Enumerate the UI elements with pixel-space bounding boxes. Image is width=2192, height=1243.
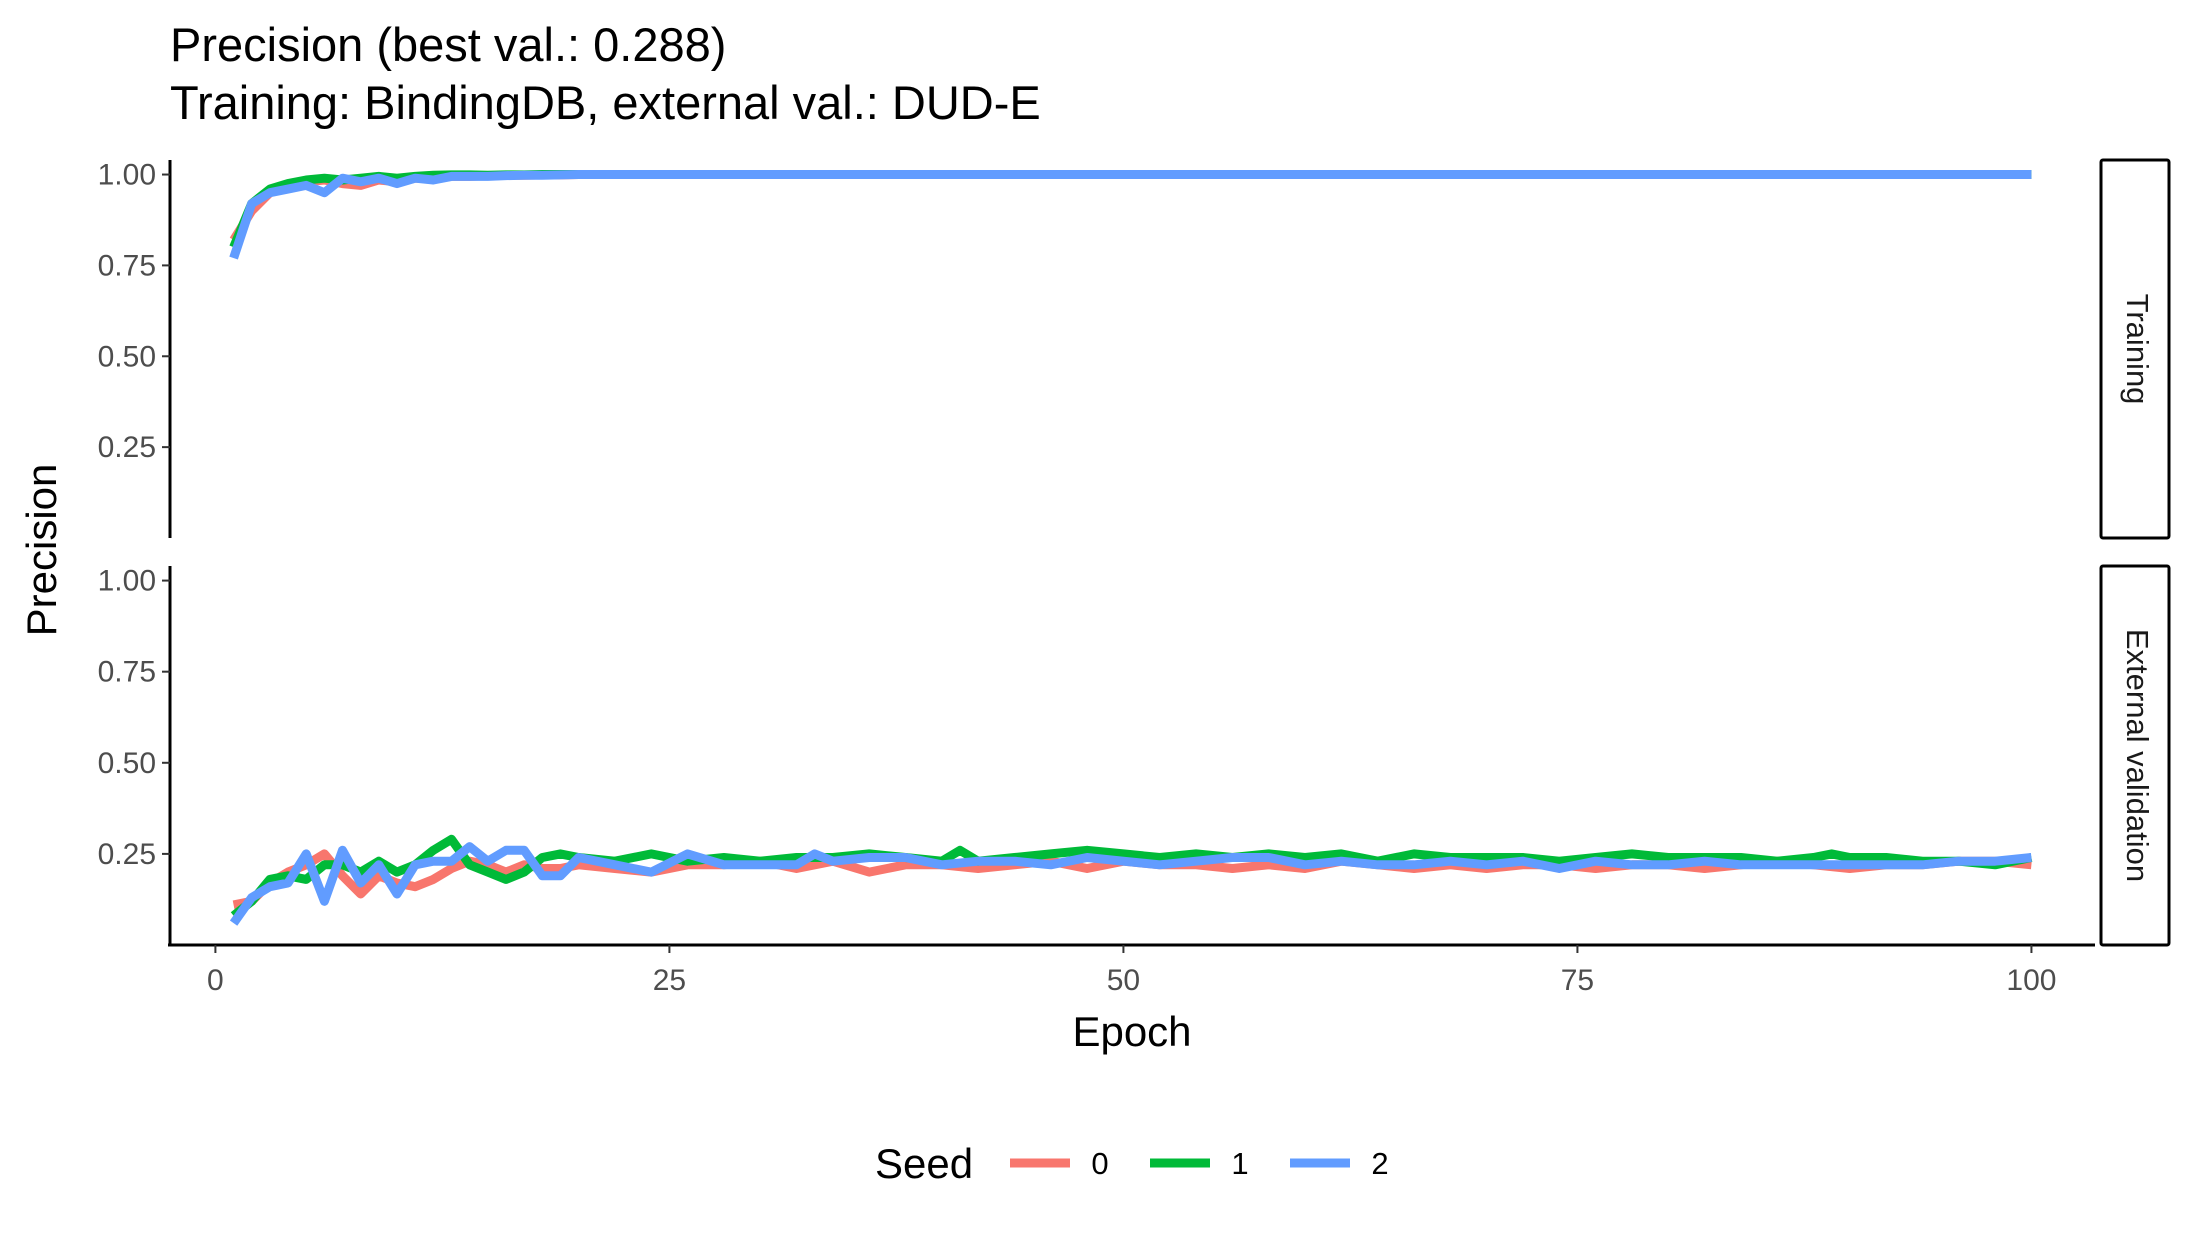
facet-strip-label: External validation bbox=[2120, 629, 2155, 882]
legend-label-0: 0 bbox=[1091, 1146, 1108, 1181]
panel-1: 0.25 0.50 0.75 1.00 External validation bbox=[98, 564, 2171, 947]
facet-strip-label: Training bbox=[2120, 294, 2155, 405]
y-tick-label: 1.00 bbox=[98, 565, 156, 598]
x-axis-title: Epoch bbox=[1072, 1008, 1191, 1055]
series-line-2 bbox=[229, 170, 2032, 260]
y-tick-label: 0.50 bbox=[98, 747, 156, 780]
chart-title: Precision (best val.: 0.288) bbox=[170, 18, 726, 71]
x-tick-label: 25 bbox=[653, 964, 686, 997]
x-tick-label: 75 bbox=[1561, 964, 1594, 997]
x-tick-label: 100 bbox=[2006, 964, 2056, 997]
facet-strip bbox=[2099, 158, 2171, 540]
legend-title: Seed bbox=[875, 1140, 973, 1187]
y-tick-label: 0.25 bbox=[98, 838, 156, 871]
y-tick-label: 0.75 bbox=[98, 249, 156, 282]
y-tick-label: 0.50 bbox=[98, 340, 156, 373]
y-tick-label: 0.25 bbox=[98, 431, 156, 464]
x-tick-label: 50 bbox=[1107, 964, 1140, 997]
legend-label-2: 2 bbox=[1371, 1146, 1388, 1181]
x-tick-label: 0 bbox=[207, 964, 224, 997]
series-line-2 bbox=[229, 842, 2032, 926]
x-axis: 0 25 50 75 100 bbox=[168, 943, 2095, 997]
y-axis-title: Precision bbox=[18, 464, 65, 637]
series-line-0 bbox=[229, 170, 2032, 243]
y-tick-label: 0.75 bbox=[98, 656, 156, 689]
y-tick-label: 1.00 bbox=[98, 159, 156, 192]
x-ticks: 0 25 50 75 100 bbox=[207, 945, 2056, 997]
panel-0: 0.25 0.50 0.75 1.00 Training bbox=[98, 158, 2171, 540]
facet-strip bbox=[2099, 564, 2171, 947]
legend-label-1: 1 bbox=[1231, 1146, 1248, 1181]
legend: Seed 0 1 2 bbox=[875, 1140, 1389, 1187]
series-line-1 bbox=[229, 170, 2032, 249]
panels-layer: 0.25 0.50 0.75 1.00 Training 0.25 0.50 0.75 1.00… bbox=[98, 158, 2171, 947]
chart-subtitle: Training: BindingDB, external val.: DUD-… bbox=[170, 76, 1041, 129]
